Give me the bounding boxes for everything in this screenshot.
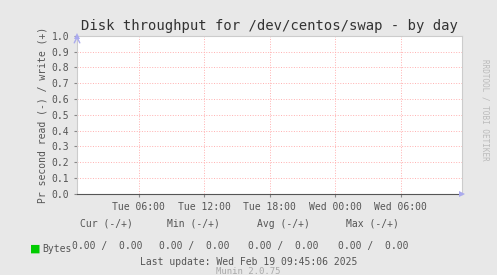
Text: Last update: Wed Feb 19 09:45:06 2025: Last update: Wed Feb 19 09:45:06 2025 (140, 257, 357, 266)
Y-axis label: Pr second read (-) / write (+): Pr second read (-) / write (+) (38, 27, 48, 203)
Text: Avg (-/+): Avg (-/+) (257, 219, 310, 229)
Text: Bytes: Bytes (42, 244, 72, 254)
Text: Munin 2.0.75: Munin 2.0.75 (216, 267, 281, 275)
Text: 0.00 /  0.00: 0.00 / 0.00 (248, 241, 319, 251)
Text: Cur (-/+): Cur (-/+) (81, 219, 133, 229)
Title: Disk throughput for /dev/centos/swap - by day: Disk throughput for /dev/centos/swap - b… (81, 19, 458, 33)
Text: ■: ■ (30, 244, 40, 254)
Text: 0.00 /  0.00: 0.00 / 0.00 (72, 241, 142, 251)
Text: Max (-/+): Max (-/+) (346, 219, 399, 229)
Text: 0.00 /  0.00: 0.00 / 0.00 (337, 241, 408, 251)
Text: Min (-/+): Min (-/+) (167, 219, 220, 229)
Text: 0.00 /  0.00: 0.00 / 0.00 (159, 241, 229, 251)
Text: RRDTOOL / TOBI OETIKER: RRDTOOL / TOBI OETIKER (481, 59, 490, 161)
